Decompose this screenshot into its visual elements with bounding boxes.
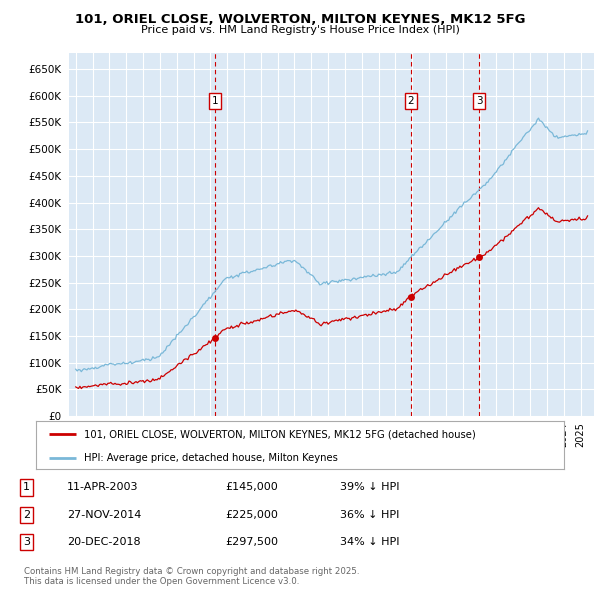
Text: 101, ORIEL CLOSE, WOLVERTON, MILTON KEYNES, MK12 5FG (detached house): 101, ORIEL CLOSE, WOLVERTON, MILTON KEYN…	[83, 429, 475, 439]
Text: 34% ↓ HPI: 34% ↓ HPI	[340, 537, 400, 547]
Text: 3: 3	[23, 537, 30, 547]
Text: 39% ↓ HPI: 39% ↓ HPI	[340, 483, 400, 493]
Text: 2: 2	[407, 96, 414, 106]
Text: 1: 1	[212, 96, 218, 106]
Text: 27-NOV-2014: 27-NOV-2014	[67, 510, 141, 520]
Text: £297,500: £297,500	[225, 537, 278, 547]
Text: £225,000: £225,000	[225, 510, 278, 520]
Text: 1: 1	[23, 483, 30, 493]
Text: 101, ORIEL CLOSE, WOLVERTON, MILTON KEYNES, MK12 5FG: 101, ORIEL CLOSE, WOLVERTON, MILTON KEYN…	[75, 13, 525, 26]
Text: Price paid vs. HM Land Registry's House Price Index (HPI): Price paid vs. HM Land Registry's House …	[140, 25, 460, 35]
Text: Contains HM Land Registry data © Crown copyright and database right 2025.
This d: Contains HM Land Registry data © Crown c…	[24, 567, 359, 586]
Text: HPI: Average price, detached house, Milton Keynes: HPI: Average price, detached house, Milt…	[83, 453, 337, 463]
Text: 20-DEC-2018: 20-DEC-2018	[67, 537, 140, 547]
Text: 36% ↓ HPI: 36% ↓ HPI	[340, 510, 400, 520]
Text: 11-APR-2003: 11-APR-2003	[67, 483, 138, 493]
Text: £145,000: £145,000	[225, 483, 278, 493]
Text: 3: 3	[476, 96, 482, 106]
Text: 2: 2	[23, 510, 30, 520]
